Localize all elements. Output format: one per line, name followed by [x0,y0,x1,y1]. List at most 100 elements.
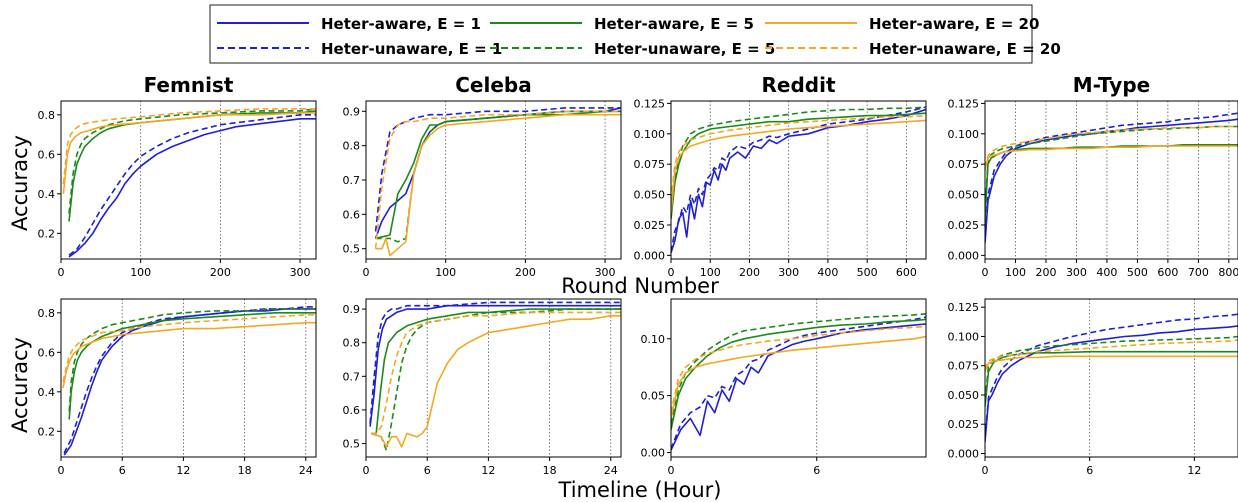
x-tick-label: 600 [1157,266,1178,279]
y-tick-label: 0.7 [343,370,361,383]
y-tick-label: 0.6 [38,346,56,359]
y-tick-label: 0.8 [38,109,56,122]
series-line-heter-aware-e-20 [375,113,621,257]
x-tick-label: 0 [363,464,370,477]
plot-frame [984,298,1238,458]
y-tick-label: 0.05 [641,390,666,403]
y-tick-label: 0.000 [948,447,980,460]
series-line-heter-unaware-e-1 [671,316,926,450]
series-line-heter-unaware-e-5 [985,125,1238,213]
y-tick-label: 0.5 [343,438,361,451]
plot-frame [60,298,317,458]
y-tick-label: 0.2 [38,227,56,240]
plot-frame [670,100,927,260]
series-line-heter-unaware-e-20 [671,114,926,201]
y-tick-label: 0.9 [343,303,361,316]
xlabel-round-number: Round Number [561,274,719,298]
series-line-heter-unaware-e-1 [68,114,316,256]
x-tick-label: 12 [1187,464,1201,477]
xlabel-timeline: Timeline (Hour) [558,478,722,502]
x-tick-label: 200 [515,266,536,279]
chart-panel-5: 0 6 12 18 24 0.2 0.4 0.6 0.8 [38,298,317,477]
legend-label-heter-unaware-e-1: Heter-unaware, E = 1 [321,40,502,58]
x-tick-label: 300 [778,266,799,279]
series-line-heter-aware-e-5 [371,308,621,435]
series-line-heter-unaware-e-5 [671,313,926,425]
panel-title: Reddit [761,73,835,97]
legend-label-heter-aware-e-5: Heter-aware, E = 5 [594,15,754,33]
x-tick-label: 100 [130,266,151,279]
panel-title: M-Type [1073,73,1150,97]
x-tick-label: 24 [604,464,618,477]
series-line-heter-unaware-e-1 [374,107,621,232]
x-tick-label: 12 [176,464,190,477]
y-tick-label: 0.5 [343,243,361,256]
row-labels: Accuracy Accuracy Round Number Timeline … [8,135,721,502]
series-line-heter-unaware-e-5 [375,110,621,243]
y-tick-label: 0.8 [343,140,361,153]
y-tick-label: 0.10 [641,333,666,346]
y-tick-label: 0.000 [948,249,980,262]
plot-frame [60,100,317,260]
series-line-heter-unaware-e-1 [985,112,1238,241]
series-line-heter-unaware-e-20 [985,125,1238,168]
ylabel-row-1: Accuracy [8,135,32,231]
series-line-heter-unaware-e-20 [985,339,1238,370]
y-tick-label: 0.125 [634,97,666,110]
x-tick-label: 100 [700,266,721,279]
x-tick-label: 0 [668,266,675,279]
y-tick-label: 0.075 [948,158,980,171]
y-tick-label: 0.00 [641,446,666,459]
ylabel-row-2: Accuracy [8,337,32,433]
chart-panel-6: 0 6 12 18 24 0.5 0.6 0.7 0.8 0.9 [343,298,622,477]
x-tick-label: 24 [299,464,313,477]
y-tick-label: 0.8 [38,307,56,320]
y-tick-label: 0.100 [948,330,980,343]
x-tick-label: 18 [238,464,252,477]
series-line-heter-aware-e-20 [370,314,621,448]
panel-title: Celeba [455,73,531,97]
y-tick-label: 0.8 [343,337,361,350]
y-tick-label: 0.100 [948,128,980,141]
legend-label-heter-aware-e-1: Heter-aware, E = 1 [321,15,481,33]
legend-label-heter-aware-e-20: Heter-aware, E = 20 [869,15,1039,33]
series-line-heter-aware-e-20 [671,119,926,213]
series-line-heter-unaware-e-5 [370,308,621,452]
series-line-heter-unaware-e-20 [371,311,621,435]
legend-frame [209,4,1033,64]
plot-frame [365,298,622,458]
y-tick-label: 0.025 [948,418,980,431]
x-tick-label: 6 [1086,464,1093,477]
x-tick-label: 300 [1066,266,1087,279]
series-line-heter-aware-e-20 [985,355,1238,372]
x-tick-label: 0 [58,266,65,279]
x-tick-label: 12 [481,464,495,477]
series-line-heter-aware-e-1 [369,304,621,427]
series-line-heter-unaware-e-20 [374,110,621,249]
y-tick-label: 0.025 [634,219,666,232]
legend-label-heter-unaware-e-5: Heter-unaware, E = 5 [594,40,775,58]
y-tick-label: 0.4 [38,386,56,399]
x-tick-label: 100 [1005,266,1026,279]
plot-frame [984,100,1238,260]
x-tick-label: 6 [424,464,431,477]
series-line-heter-aware-e-1 [985,118,1238,244]
series-line-heter-aware-e-20 [671,335,926,419]
x-tick-label: 0 [363,266,370,279]
series-line-heter-unaware-e-20 [62,313,316,383]
chart-panel-4: M-Type 0 100 200 300 400 500 600 700 800 0.000 0.02… [948,73,1238,279]
x-tick-label: 6 [119,464,126,477]
x-tick-label: 200 [1035,266,1056,279]
x-tick-label: 300 [290,266,311,279]
series-line-heter-aware-e-1 [671,323,926,451]
series-line-heter-aware-e-20 [62,112,316,194]
series-line-heter-unaware-e-5 [68,308,316,412]
x-tick-label: 0 [982,464,989,477]
series-line-heter-aware-e-20 [62,321,316,389]
chart-panel-3: Reddit 0 100 200 300 400 500 600 0.000 0.025 0.050… [634,73,927,279]
y-tick-label: 0.075 [948,360,980,373]
x-tick-label: 0 [668,464,675,477]
legend: Heter-aware, E = 1 Heter-unaware, E = 1 He… [209,4,1061,64]
x-tick-label: 100 [435,266,456,279]
series-line-heter-unaware-e-5 [985,335,1238,401]
